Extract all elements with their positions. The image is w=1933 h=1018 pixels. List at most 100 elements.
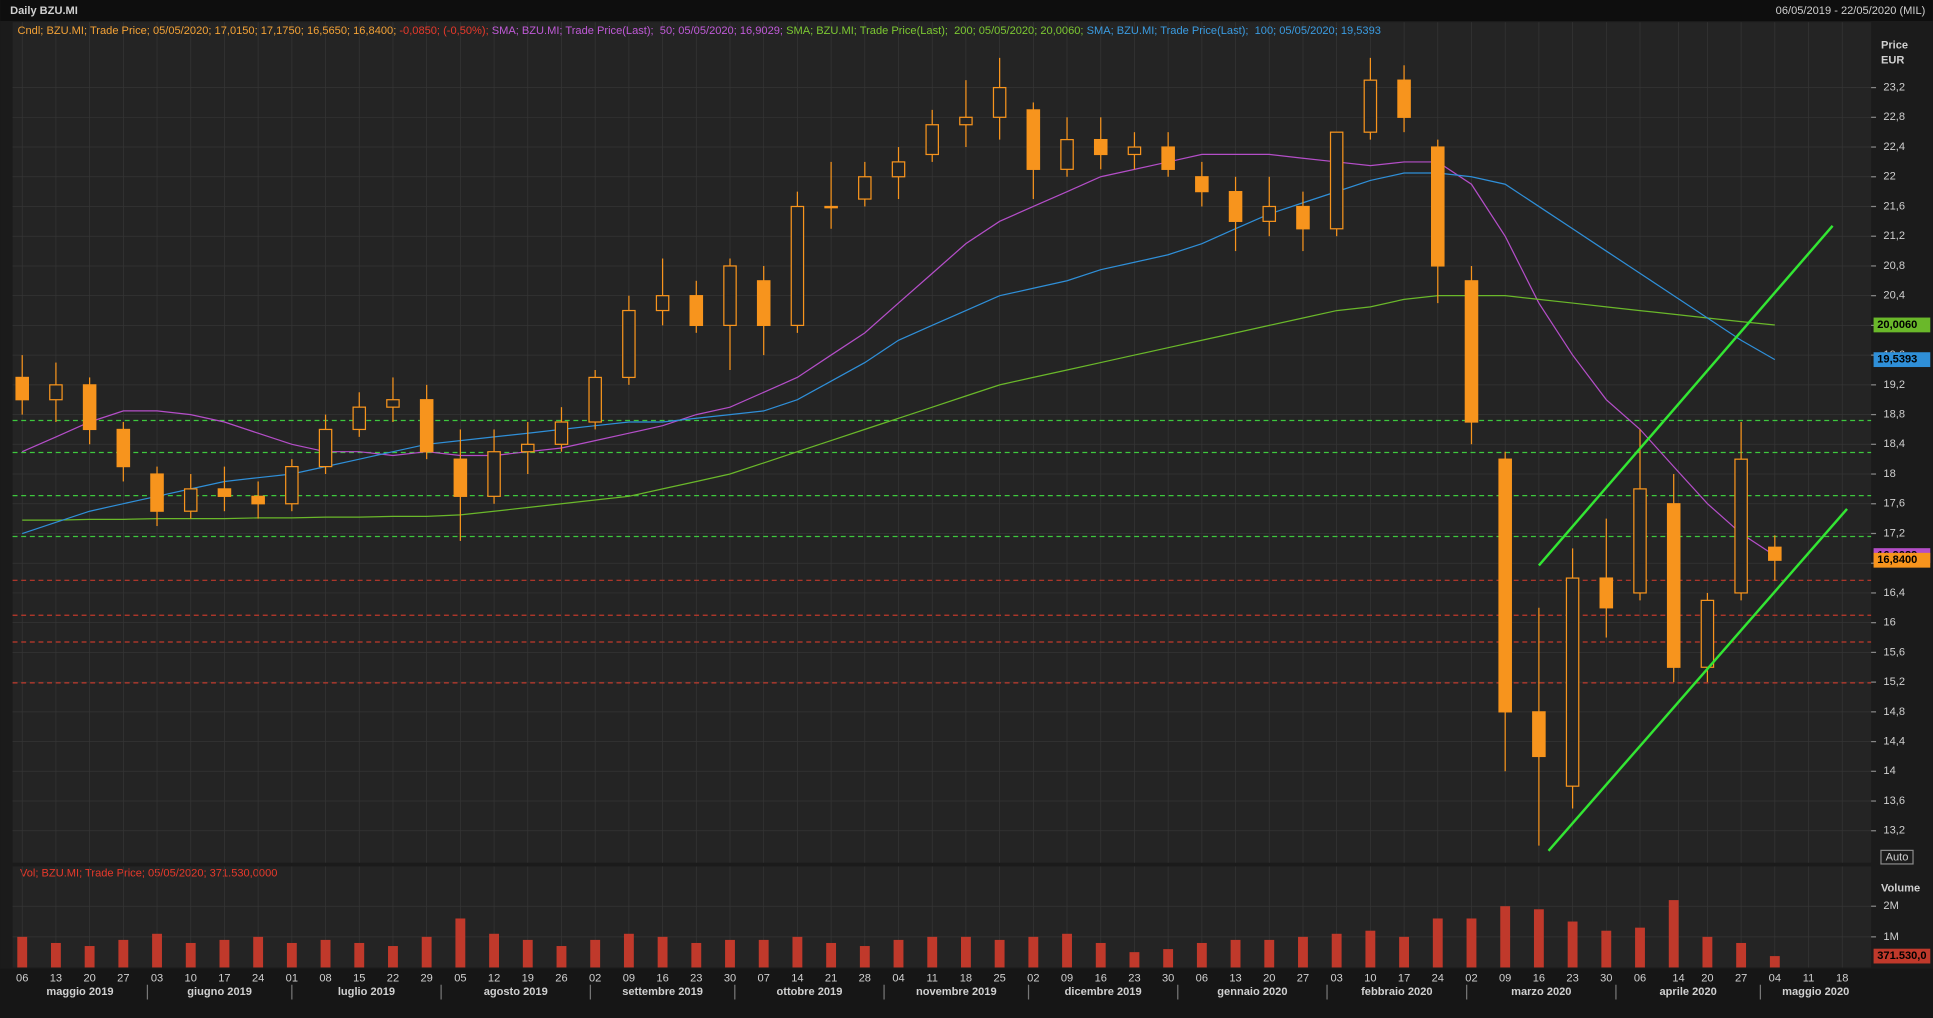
candle-body bbox=[858, 176, 872, 200]
x-tick-label: 28 bbox=[859, 972, 871, 984]
x-tick-label: 18 bbox=[1836, 972, 1848, 984]
legend-entry: SMA; BZU.MI; Trade Price(Last); 50; 05/0… bbox=[489, 25, 783, 37]
value-tag bbox=[1873, 552, 1931, 568]
volume-bar bbox=[590, 939, 601, 968]
y-tick-label: 20,4 bbox=[1883, 290, 1905, 302]
y-tick-label: 2M bbox=[1883, 900, 1898, 912]
candle-body bbox=[520, 443, 535, 453]
x-tick-label: 27 bbox=[1735, 972, 1747, 984]
value-tag bbox=[1873, 352, 1931, 368]
volume-bar bbox=[354, 942, 365, 968]
volume-bar bbox=[50, 942, 61, 968]
month-label: settembre 2019 bbox=[622, 986, 703, 998]
month-label: maggio 2019 bbox=[46, 986, 113, 998]
x-axis-area bbox=[0, 968, 1933, 1018]
sma-line bbox=[22, 295, 1775, 521]
candle-body bbox=[588, 376, 602, 423]
candle-body bbox=[419, 399, 434, 453]
volume-bar bbox=[388, 946, 398, 968]
y-tick-label: 18,4 bbox=[1883, 438, 1905, 450]
month-label: agosto 2019 bbox=[484, 986, 548, 998]
candle-body bbox=[183, 488, 198, 512]
candle-body bbox=[891, 161, 906, 178]
y-tick-label: 18,8 bbox=[1883, 409, 1905, 421]
volume-bar bbox=[1769, 956, 1780, 968]
candle-body bbox=[622, 309, 636, 379]
candle-body bbox=[824, 205, 838, 209]
candle-body bbox=[217, 488, 232, 497]
volume-bar bbox=[1062, 933, 1072, 968]
candle-body bbox=[756, 280, 771, 327]
y-axis-unit: EUR bbox=[1881, 54, 1904, 66]
x-tick-label: 09 bbox=[623, 972, 635, 984]
candle-body bbox=[487, 451, 501, 497]
value-tag bbox=[1873, 317, 1931, 333]
candle-body bbox=[1599, 577, 1614, 609]
candle-body bbox=[1060, 138, 1074, 170]
candle-body bbox=[925, 124, 939, 156]
value-tag-label: 16,8400 bbox=[1877, 554, 1917, 566]
volume-bar bbox=[1264, 939, 1275, 968]
x-tick-label: 14 bbox=[791, 972, 803, 984]
value-tag-label: 19,5393 bbox=[1877, 354, 1917, 366]
x-tick-label: 13 bbox=[1229, 972, 1241, 984]
volume-bar bbox=[792, 936, 803, 968]
candle-body bbox=[251, 495, 265, 505]
volume-bar bbox=[1298, 936, 1308, 968]
y-tick-label: 20,8 bbox=[1883, 260, 1905, 272]
x-tick-label: 06 bbox=[1634, 972, 1646, 984]
candle-body bbox=[1026, 109, 1041, 170]
volume-bar bbox=[320, 939, 331, 968]
y-axis-title: Price bbox=[1881, 40, 1908, 52]
x-tick-label: 17 bbox=[1398, 972, 1410, 984]
volume-bar bbox=[1533, 909, 1544, 968]
x-tick-label: 19 bbox=[522, 972, 534, 984]
y-tick-label: 17,2 bbox=[1883, 527, 1905, 539]
candle-body bbox=[386, 399, 400, 408]
x-tick-label: 09 bbox=[1499, 972, 1511, 984]
y-tick-label: 14,4 bbox=[1883, 735, 1905, 747]
x-tick-label: 07 bbox=[758, 972, 770, 984]
candle-body bbox=[992, 86, 1007, 118]
volume-bar bbox=[893, 939, 904, 968]
volume-bar bbox=[556, 946, 567, 968]
volume-bar bbox=[1635, 927, 1645, 968]
x-tick-label: 26 bbox=[555, 972, 567, 984]
x-tick-label: 04 bbox=[1769, 972, 1781, 984]
y-tick-label: 22 bbox=[1883, 171, 1895, 183]
trendline bbox=[1537, 225, 1834, 567]
month-label: aprile 2020 bbox=[1660, 986, 1717, 998]
candle-body bbox=[959, 116, 973, 126]
x-tick-label: 13 bbox=[50, 972, 62, 984]
price-panel bbox=[12, 22, 1872, 863]
chart-title: Daily BZU.MI bbox=[10, 5, 78, 17]
x-tick-label: 14 bbox=[1672, 972, 1684, 984]
x-tick-label: 24 bbox=[1432, 972, 1444, 984]
y-tick-label: 16 bbox=[1883, 617, 1895, 629]
month-label: luglio 2019 bbox=[338, 986, 395, 998]
candle-body bbox=[1161, 146, 1175, 170]
x-tick-label: 02 bbox=[1027, 972, 1039, 984]
candle-body bbox=[1565, 577, 1580, 787]
candle-body bbox=[1262, 205, 1277, 222]
volume-bar bbox=[1196, 942, 1207, 968]
volume-bar bbox=[1331, 933, 1342, 968]
x-tick-label: 05 bbox=[454, 972, 466, 984]
candle-body bbox=[82, 384, 97, 431]
candle-body bbox=[285, 465, 299, 505]
auto-button[interactable] bbox=[1880, 849, 1914, 865]
title-bar bbox=[0, 0, 1933, 21]
volume-bar bbox=[152, 933, 162, 968]
auto-button-label[interactable]: Auto bbox=[1886, 852, 1909, 864]
legend-entry: SMA; BZU.MI; Trade Price(Last); 100; 05/… bbox=[1084, 25, 1381, 37]
y-tick-label: 13,6 bbox=[1883, 795, 1905, 807]
volume-bar bbox=[185, 942, 196, 968]
volume-bar bbox=[623, 933, 634, 968]
volume-bar bbox=[657, 936, 668, 968]
volume-bar bbox=[1500, 906, 1511, 968]
month-label: gennaio 2020 bbox=[1217, 986, 1287, 998]
x-tick-label: 23 bbox=[1128, 972, 1140, 984]
volume-bar bbox=[725, 939, 735, 968]
candle-body bbox=[1768, 546, 1782, 561]
y-tick-label: 17,6 bbox=[1883, 498, 1905, 510]
